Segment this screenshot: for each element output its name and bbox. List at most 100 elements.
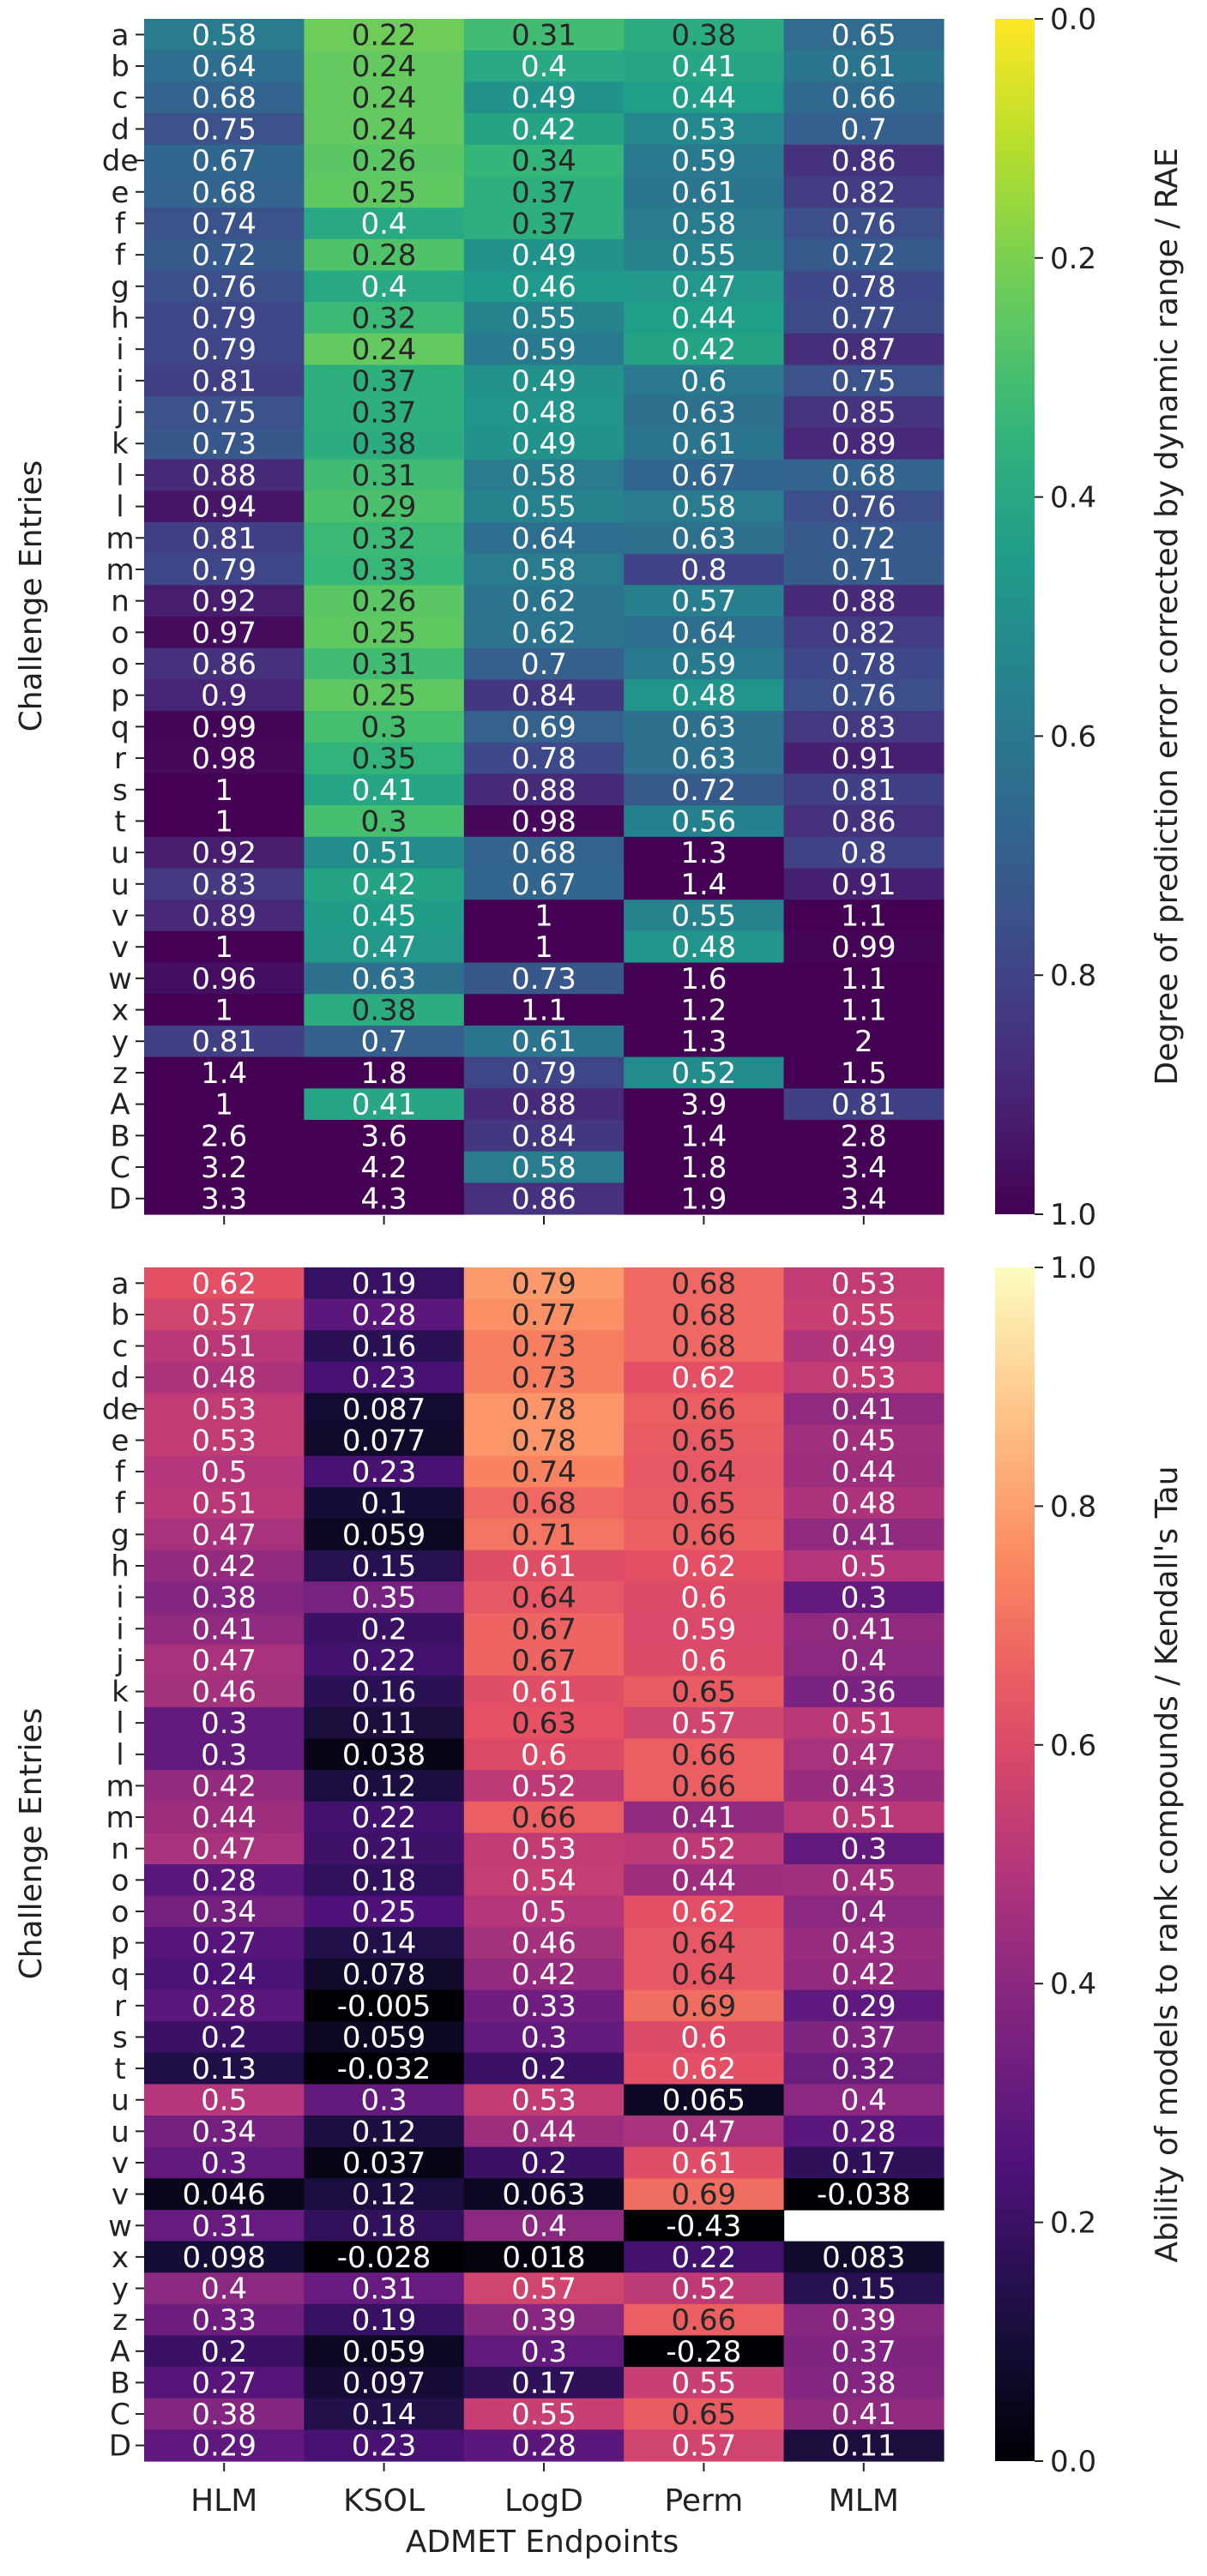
cell-value-label: 0.94 [191,491,256,525]
cell-value-label: 0.3 [361,710,407,744]
cell-value-label: 1.8 [361,1056,407,1091]
heatmap-cell [144,2429,305,2462]
cell-value-label: 0.78 [831,647,896,682]
heatmap-cell [463,302,625,334]
heatmap-cell [144,1612,305,1646]
y-tick-label: u [111,2115,130,2149]
heatmap-cell [144,270,305,303]
heatmap-cell [304,1487,465,1520]
cell-value-label: 0.49 [511,81,576,116]
cell-value-label: 0.4 [841,1895,887,1929]
cell-value-label: 0.46 [511,270,576,304]
heatmap-cell [304,868,465,900]
cell-value-label: 0.73 [511,1361,576,1395]
cell-value-label: 4.2 [361,1151,407,1185]
cell-value-label: 0.6 [680,2020,727,2055]
heatmap-cell [463,1393,625,1425]
heatmap-cell [144,1025,305,1058]
cell-value-label: 0.059 [342,2335,425,2369]
cell-value-label: 0.68 [511,1487,576,1521]
cell-value-label: 0.25 [352,616,417,650]
heatmap-cell [624,868,785,900]
y-tick-label: j [115,1644,124,1678]
cell-value-label: 0.78 [511,1423,576,1458]
y-tick-label: f [115,1455,126,1490]
heatmap-cell [624,113,785,146]
heatmap-cell [463,679,625,712]
heatmap-cell [144,19,305,51]
cell-value-label: 0.86 [511,1183,576,1217]
heatmap-cell [144,900,305,932]
heatmap-cell [624,1644,785,1676]
rae-colorbar: 0.0 0.2 0.4 0.6 0.8 1.0 Degree of prediction e… [995,3,1185,1232]
x-tick-label: HLM [190,2483,257,2519]
cell-value-label: 0.3 [841,1581,887,1616]
heatmap-cell [463,459,625,491]
cell-value-label: 1 [214,1088,233,1122]
colorbar-tick-label: 0.8 [1050,959,1096,993]
colorbar-label: Degree of prediction error corrected by … [1150,147,1185,1085]
heatmap-cell [783,1738,944,1771]
cell-value-label: 0.54 [511,1863,576,1898]
y-tick-label: o [112,647,130,682]
y-tick-label: v [112,2146,129,2181]
cell-value-label: 0.78 [511,1393,576,1427]
heatmap-cell [783,1895,944,1928]
cell-value-label: 0.3 [521,2020,567,2055]
cell-value-label: 0.3 [841,1833,887,1867]
heatmap-cell [463,1927,625,1959]
heatmap-cell [783,711,944,743]
x-tick-label: LogD [504,2483,583,2519]
cell-value-label: 0.52 [672,2272,737,2307]
heatmap-cell [304,1519,465,1551]
heatmap-cell [463,647,625,680]
y-tick-label: e [112,176,130,210]
cell-value-label: 3.4 [841,1183,887,1217]
cell-value-label: 1.3 [680,1025,727,1059]
y-tick-label: c [112,81,129,116]
cell-value-label: 0.28 [511,2429,576,2464]
heatmap-cell [783,302,944,334]
heatmap-cell [304,208,465,240]
heatmap-cell [783,1361,944,1394]
cell-value-label: 0.81 [831,773,896,808]
heatmap-cell [144,364,305,397]
cell-value-label: 0.81 [191,1025,256,1059]
cell-value-label: 0.62 [672,2052,737,2086]
cell-value-label: 0.76 [831,679,896,713]
heatmap-cell [624,553,785,586]
cell-value-label: 0.68 [191,176,256,210]
heatmap-cell [144,1151,305,1183]
cell-value-label: 0.16 [352,1676,417,1710]
cell-value-label: 0.47 [191,1833,256,1867]
heatmap-cell [463,19,625,51]
heatmap-cell [624,1550,785,1582]
cell-value-label: 0.71 [831,553,896,587]
cell-value-label: 0.89 [191,900,256,934]
heatmap-cell [304,1864,465,1897]
heatmap-cell [463,2398,625,2430]
cell-value-label: 0.16 [352,1330,417,1364]
heatmap-cell [304,2398,465,2430]
cell-value-label: 0.88 [831,585,896,619]
y-tick-label: u [111,836,130,870]
cell-value-label: 0.44 [672,81,737,116]
cell-value-label: 0.65 [672,1487,737,1521]
cell-value-label: 0.2 [361,1612,407,1646]
heatmap-cell [783,930,944,964]
cell-value-label: 0.51 [831,1706,896,1741]
heatmap-cell [463,1581,625,1614]
heatmap-cell [783,144,944,178]
heatmap-cell [144,1989,305,2022]
cell-value-label: 0.28 [831,2115,896,2149]
cell-value-label: 0.68 [511,836,576,870]
cell-value-label: 3.2 [201,1151,247,1185]
cell-value-label: 0.4 [361,207,407,241]
cell-value-label: 0.14 [352,2398,417,2432]
cell-value-label: 0.69 [511,710,576,744]
heatmap-cell [144,962,305,995]
heatmap-cell [144,1550,305,1582]
heatmap-cell [783,2052,944,2085]
cell-value-label: 0.36 [831,1676,896,1710]
heatmap-cell [304,1056,465,1089]
